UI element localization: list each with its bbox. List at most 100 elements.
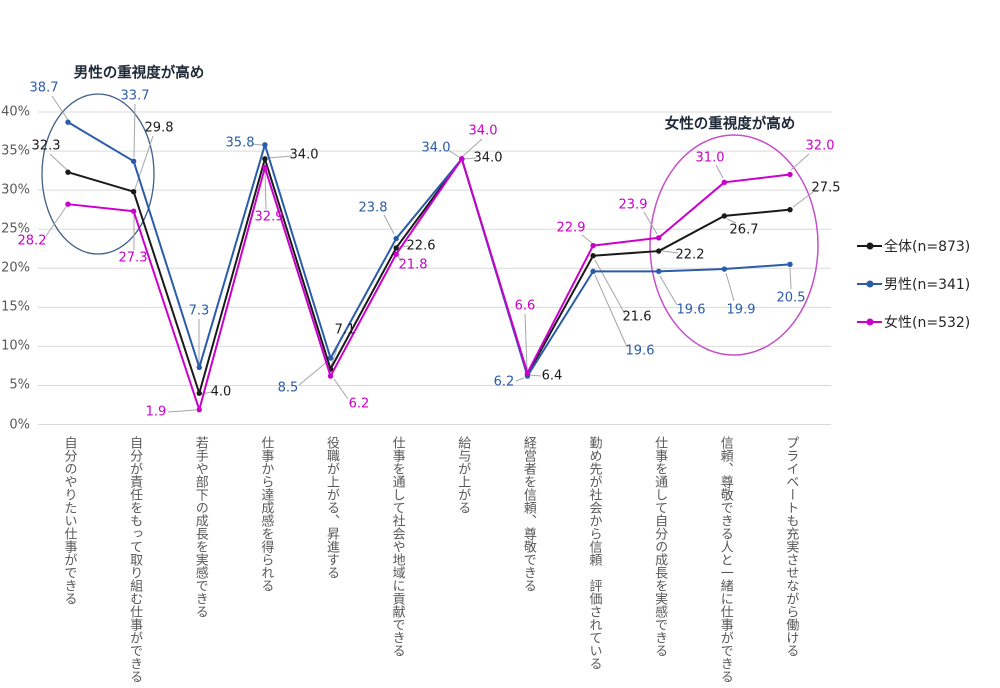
label-leader-line xyxy=(383,214,395,235)
data-value-label: 19.6 xyxy=(676,302,706,318)
data-point xyxy=(393,235,399,242)
label-leader-line xyxy=(643,211,658,235)
data-value-label: 23.9 xyxy=(618,197,648,213)
legend-marker-overall xyxy=(857,244,882,247)
label-leader-line xyxy=(45,206,67,237)
y-tick-label: 35% xyxy=(1,143,30,159)
data-point xyxy=(656,235,662,241)
x-category-label: 給与が上がる xyxy=(455,436,471,514)
data-value-label: 6.2 xyxy=(348,396,370,412)
data-point xyxy=(65,201,71,207)
label-leader-line xyxy=(267,155,293,159)
label-leader-line xyxy=(298,360,329,386)
label-leader-line xyxy=(725,272,735,302)
data-value-label: 28.2 xyxy=(17,233,47,249)
series-line-1 xyxy=(67,121,791,378)
label-leader-line xyxy=(264,170,267,210)
data-point xyxy=(65,119,71,125)
data-value-label: 21.6 xyxy=(622,309,652,325)
male-emphasis-ellipse xyxy=(41,93,155,255)
label-leader-line xyxy=(792,191,814,208)
y-tick-label: 20% xyxy=(1,260,30,276)
x-category-label: 自分が責任をもって取り組む仕事ができる xyxy=(127,436,143,683)
label-leader-line xyxy=(134,135,154,190)
data-value-label: 26.7 xyxy=(729,222,759,238)
y-tick-label: 25% xyxy=(1,221,30,237)
x-category-label: 信頼、尊敬できる人と一緒に仕事ができる xyxy=(717,436,733,683)
label-leader-line xyxy=(462,138,483,157)
data-value-label: 38.7 xyxy=(29,80,59,96)
label-leader-line xyxy=(447,149,460,158)
data-point xyxy=(590,242,596,249)
data-value-label: 8.5 xyxy=(277,380,299,396)
legend-label-female: 女性(n=532) xyxy=(884,314,971,331)
data-point xyxy=(196,390,202,396)
label-leader-line xyxy=(515,377,525,382)
data-point xyxy=(656,268,662,275)
y-tick-label: 15% xyxy=(1,299,30,315)
data-point xyxy=(130,208,137,214)
data-value-label: 22.2 xyxy=(675,247,705,263)
data-value-label: 7.3 xyxy=(188,303,210,319)
data-value-label: 22.9 xyxy=(556,220,586,236)
data-value-label: 22.6 xyxy=(406,238,436,254)
data-value-label: 31.0 xyxy=(695,150,725,166)
label-leader-line xyxy=(529,374,542,377)
x-category-label: 勤め先が社会から信頼 評価されている xyxy=(586,436,602,670)
data-point xyxy=(65,169,71,175)
y-tick-label: 30% xyxy=(1,182,30,198)
label-leader-line xyxy=(715,164,724,179)
data-value-label: 20.5 xyxy=(776,290,806,306)
data-value-label: 34.0 xyxy=(289,147,319,163)
annotation-female-note: 女性の重視度が高め xyxy=(664,115,796,133)
label-leader-line xyxy=(726,218,737,224)
data-point xyxy=(590,253,596,259)
label-leader-line xyxy=(333,378,349,400)
data-value-label: 33.7 xyxy=(120,88,150,104)
label-leader-line xyxy=(397,255,403,263)
data-point xyxy=(393,251,399,257)
data-point xyxy=(656,248,662,254)
data-point xyxy=(787,261,793,268)
series-line-0 xyxy=(67,157,791,395)
label-leader-line xyxy=(594,259,626,315)
label-leader-line xyxy=(463,157,477,160)
data-value-label: 1.9 xyxy=(145,404,167,420)
data-point xyxy=(130,188,137,195)
data-point xyxy=(262,142,268,148)
x-category-label: 若手や部下の成長を実感できる xyxy=(192,436,208,618)
x-category-label: 経営者を信頼、尊敬できる xyxy=(520,436,536,592)
data-point xyxy=(196,364,202,371)
data-point xyxy=(721,179,728,186)
x-category-label: 役職が上がる、昇進する xyxy=(323,436,339,579)
label-leader-line xyxy=(790,153,810,171)
data-value-label: 32.0 xyxy=(805,138,835,154)
data-value-label: 6.6 xyxy=(514,298,536,314)
data-point xyxy=(196,406,202,413)
y-tick-label: 10% xyxy=(1,338,30,354)
label-leader-line xyxy=(524,313,528,370)
data-value-label: 4.0 xyxy=(210,384,232,400)
y-tick-label: 0% xyxy=(9,417,30,432)
data-value-label: 6.4 xyxy=(541,368,563,384)
data-value-label: 7.1 xyxy=(334,322,356,338)
label-leader-line xyxy=(659,275,678,306)
female-emphasis-ellipse xyxy=(649,134,819,356)
data-point xyxy=(393,245,399,251)
label-leader-line xyxy=(594,274,628,348)
label-leader-line xyxy=(581,234,593,244)
data-value-label: 34.0 xyxy=(473,150,503,166)
annotation-male-note: 男性の重視度が高め xyxy=(73,64,205,82)
y-tick-label: 40% xyxy=(1,104,30,120)
data-value-label: 32.3 xyxy=(31,138,61,154)
legend-marker-male xyxy=(857,282,882,285)
label-leader-line xyxy=(251,143,263,146)
legend-label-overall: 全体(n=873) xyxy=(884,238,971,255)
label-leader-line xyxy=(49,153,68,171)
y-tick-label: 5% xyxy=(9,377,30,393)
label-leader-line xyxy=(51,95,69,121)
legend-item-male: 男性(n=341) xyxy=(857,275,970,293)
legend: 全体(n=873) 男性(n=341) 女性(n=532) xyxy=(857,237,971,331)
